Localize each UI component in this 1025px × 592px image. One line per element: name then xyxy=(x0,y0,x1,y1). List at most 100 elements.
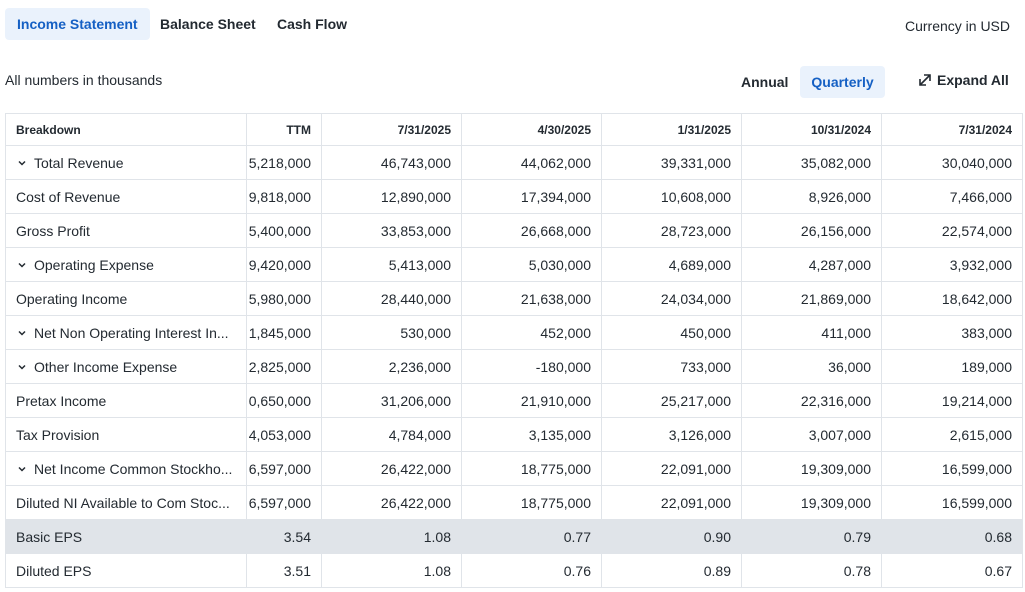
cell-text: 530,000 xyxy=(400,324,451,341)
cell-text: 7/31/2024 xyxy=(958,122,1012,137)
annual-button[interactable]: Annual xyxy=(741,74,789,90)
cell: 9,420,000 xyxy=(246,248,321,281)
cell-text: 5,980,000 xyxy=(248,290,311,307)
cell: 35,082,000 xyxy=(741,146,881,179)
cell: 3,932,000 xyxy=(881,248,1022,281)
row-label: Diluted EPS xyxy=(6,554,246,587)
cell-text: Net Income Common Stockho... xyxy=(34,460,233,477)
table: Breakdown TTM 7/31/2025 4/30/2025 1/31/2025 1… xyxy=(5,113,1023,588)
table-row[interactable]: Net Income Common Stockho... 6,597,000 26,… xyxy=(6,452,1022,486)
chevron[interactable] xyxy=(16,463,28,475)
cell: 0.90 xyxy=(601,520,741,553)
chevron[interactable] xyxy=(16,327,28,339)
cell-text: Tax Provision xyxy=(16,426,100,443)
row-label: Pretax Income xyxy=(6,384,246,417)
table-row[interactable]: Net Non Operating Interest In... 1,845,00… xyxy=(6,316,1022,350)
cell: 26,156,000 xyxy=(741,214,881,247)
cell: 19,309,000 xyxy=(741,486,881,519)
cell: 3.51 xyxy=(246,554,321,587)
cell-text: Operating Income xyxy=(16,290,128,307)
cell-text: 6,597,000 xyxy=(248,460,311,477)
cell: 452,000 xyxy=(461,316,601,349)
table-row[interactable]: Operating Expense 9,420,000 5,413,000 5,030… xyxy=(6,248,1022,282)
cell: 28,723,000 xyxy=(601,214,741,247)
cell-text: 12,890,000 xyxy=(380,188,451,205)
cell: 411,000 xyxy=(741,316,881,349)
cell-text: 4,053,000 xyxy=(248,426,311,443)
chevron[interactable] xyxy=(16,157,28,169)
row-label: Other Income Expense xyxy=(6,350,246,383)
cell-text: 5,030,000 xyxy=(528,256,591,273)
cell-text: 5,413,000 xyxy=(388,256,451,273)
row-label: Net Non Operating Interest In... xyxy=(6,316,246,349)
cell-text: 4,784,000 xyxy=(388,426,451,443)
cell-text: 7/31/2025 xyxy=(397,122,451,137)
cell-text: 22,091,000 xyxy=(660,460,731,477)
cell: 1.08 xyxy=(321,520,461,553)
cell-text: TTM xyxy=(286,122,311,137)
cell-text: 0.77 xyxy=(563,528,591,545)
chevron[interactable] xyxy=(16,259,28,271)
cell: 733,000 xyxy=(601,350,741,383)
cell-text: 3,932,000 xyxy=(949,256,1012,273)
cell-text: 21,910,000 xyxy=(520,392,591,409)
cell-text: 22,091,000 xyxy=(660,494,731,511)
cell: 4,287,000 xyxy=(741,248,881,281)
cell: 0.76 xyxy=(461,554,601,587)
cell-text: 31,206,000 xyxy=(380,392,451,409)
cell: 17,394,000 xyxy=(461,180,601,213)
cell-text: 19,309,000 xyxy=(800,494,871,511)
expand-button[interactable]: Expand All xyxy=(937,72,1009,88)
cell: 46,743,000 xyxy=(321,146,461,179)
row-label: Net Income Common Stockho... xyxy=(6,452,246,485)
cell-text: 24,034,000 xyxy=(660,290,731,307)
cell-text: 0.89 xyxy=(703,562,731,579)
cell-text: 33,853,000 xyxy=(380,222,451,239)
cell-text: 26,422,000 xyxy=(380,494,451,511)
note: All numbers in thousands xyxy=(5,72,163,88)
cell-text: 2,825,000 xyxy=(248,358,311,375)
cell-text: 3,007,000 xyxy=(808,426,871,443)
cell-text: 0.90 xyxy=(703,528,731,545)
cell: 0.68 xyxy=(881,520,1022,553)
table-row: Breakdown TTM 7/31/2025 4/30/2025 1/31/2025 1… xyxy=(6,114,1022,146)
cell-text: 0.78 xyxy=(843,562,871,579)
cell: 28,440,000 xyxy=(321,282,461,315)
table-row: Diluted EPS 3.51 1.08 0.76 0.89 0.78 0.67 xyxy=(6,554,1022,588)
cell: 19,309,000 xyxy=(741,452,881,485)
cell-text: 0.68 xyxy=(984,528,1012,545)
chevron[interactable] xyxy=(16,361,28,373)
cell-text: 10/31/2024 xyxy=(810,122,871,137)
tab[interactable]: Income Statement xyxy=(5,8,150,40)
cell: 18,775,000 xyxy=(461,486,601,519)
cell: 3,126,000 xyxy=(601,418,741,451)
cell: 16,599,000 xyxy=(881,486,1022,519)
cell-text: 18,775,000 xyxy=(520,494,591,511)
table-row: Diluted NI Available to Com Stoc... 6,597… xyxy=(6,486,1022,520)
cell-text: Diluted EPS xyxy=(16,562,92,579)
cell: 6,597,000 xyxy=(246,486,321,519)
cell-text: 3.51 xyxy=(283,562,311,579)
cell: 21,869,000 xyxy=(741,282,881,315)
cell-text: 3,126,000 xyxy=(668,426,731,443)
cell-text: 18,775,000 xyxy=(520,460,591,477)
table-row[interactable]: Other Income Expense 2,825,000 2,236,000 -1… xyxy=(6,350,1022,384)
cell-text: 46,743,000 xyxy=(380,154,451,171)
table-row[interactable]: Total Revenue 5,218,000 46,743,000 44,062,0… xyxy=(6,146,1022,180)
tab[interactable]: Cash Flow xyxy=(277,16,348,32)
quarterly-button[interactable]: Quarterly xyxy=(800,66,885,98)
cell: 30,040,000 xyxy=(881,146,1022,179)
tab[interactable]: Balance Sheet xyxy=(160,16,256,32)
cell: 3,135,000 xyxy=(461,418,601,451)
row-label: Diluted NI Available to Com Stoc... xyxy=(6,486,246,519)
cell-text: 6,597,000 xyxy=(248,494,311,511)
cell-text: 2,236,000 xyxy=(388,358,451,375)
cell: 7/31/2024 xyxy=(881,114,1022,145)
cell: 530,000 xyxy=(321,316,461,349)
currency: Currency in USD xyxy=(904,18,1010,34)
cell-text: 8,926,000 xyxy=(808,188,871,205)
row-label: Gross Profit xyxy=(6,214,246,247)
cell-text: Gross Profit xyxy=(16,222,90,239)
cell-text: 16,599,000 xyxy=(941,460,1012,477)
cell-text: 16,599,000 xyxy=(941,494,1012,511)
